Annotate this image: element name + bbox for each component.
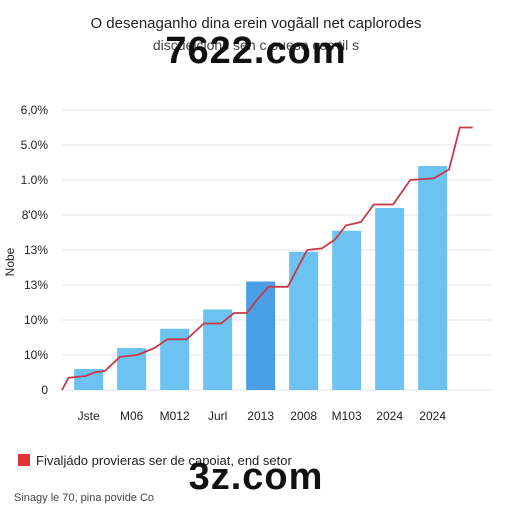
y-tick-label: 10% (24, 348, 48, 362)
trend-line-group (61, 126, 473, 391)
trend-line (61, 126, 473, 391)
y-tick-label: 13% (24, 278, 48, 292)
x-tick-label: Jste (78, 409, 100, 423)
bar (160, 328, 190, 390)
legend-label: Fivaljádo provieras ser de capoiat, end … (36, 452, 292, 468)
y-tick-label: 10% (24, 313, 48, 327)
x-tick-label: M012 (160, 409, 190, 423)
bar (332, 230, 362, 390)
y-tick-label: 13% (24, 243, 48, 257)
x-tick-labels: Jste M06 M012 Jurl 2013 2008 M103 2024 2024 (78, 409, 447, 423)
x-tick-label: Jurl (208, 409, 227, 423)
bar (418, 166, 448, 390)
bar (289, 251, 319, 390)
x-tick-label: 2008 (290, 409, 317, 423)
bar (246, 281, 276, 390)
y-tick-label: 0 (41, 383, 48, 397)
source-note: Sinagy le 70, pina povide Co (14, 492, 155, 504)
watermark-top: 7622.com (165, 30, 347, 72)
bar (74, 369, 104, 390)
bar (375, 208, 405, 390)
watermark-bottom: 3z.com (188, 456, 324, 498)
x-tick-label: M06 (120, 409, 144, 423)
y-tick-label: 1.0% (21, 173, 49, 187)
chart-subtitle: discuelcions sen c ouese cos til s (152, 37, 360, 53)
bar (117, 348, 147, 390)
x-tick-label: M103 (332, 409, 362, 423)
x-tick-label: 2024 (376, 409, 403, 423)
legend-swatch (18, 454, 30, 466)
x-tick-label: 2013 (247, 409, 274, 423)
chart-title: O desenaganho dina erein vogãall net cap… (90, 15, 422, 32)
y-tick-label: 8'0% (22, 208, 49, 222)
x-tick-label: 2024 (419, 409, 446, 423)
y-axis-label: Nobe (3, 247, 17, 276)
legend: Fivaljádo provieras ser de capoiat, end … (18, 452, 292, 468)
bar (203, 309, 233, 390)
y-tick-label: 6,0% (21, 103, 49, 117)
y-tick-labels: 0 10% 10% 13% 13% 8'0% 1.0% 5.0% 6,0% (21, 103, 49, 397)
y-tick-label: 5.0% (21, 138, 49, 152)
